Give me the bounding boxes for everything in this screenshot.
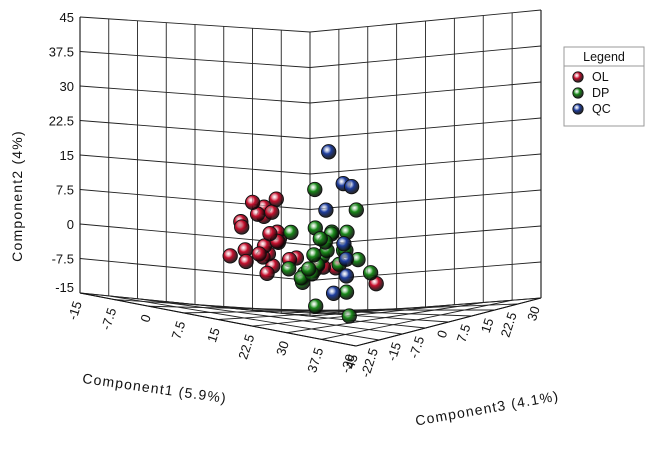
tick-label-component1: 37.5 xyxy=(304,346,326,375)
legend-label-dp: DP xyxy=(592,86,609,100)
data-point-ol xyxy=(252,247,266,261)
legend-label-ol: OL xyxy=(592,70,609,84)
data-point-dp xyxy=(308,182,322,196)
data-point-qc xyxy=(326,286,340,300)
data-point-qc xyxy=(322,145,336,159)
data-point-ol xyxy=(223,249,237,263)
tick-label-component1: -15 xyxy=(65,299,85,322)
data-point-qc xyxy=(339,252,353,266)
axis-title-component3: Component3 (4.1%) xyxy=(414,388,560,429)
tick-label-component3: 15 xyxy=(478,316,497,334)
tick-label-component3: -7.5 xyxy=(406,334,427,360)
tick-label-component2: 7.5 xyxy=(56,183,74,198)
tick-label-component1: -7.5 xyxy=(98,306,119,332)
tick-label-component1: 7.5 xyxy=(169,319,189,341)
tick-label-component1: 30 xyxy=(273,339,292,357)
data-point-dp xyxy=(339,285,353,299)
legend-entries: OL DP QC xyxy=(573,70,611,116)
data-point-qc xyxy=(337,237,351,251)
legend-marker-ol xyxy=(573,72,583,82)
data-point-ol xyxy=(263,226,277,240)
data-point-dp xyxy=(282,262,296,276)
data-point-dp xyxy=(342,309,356,323)
data-point-dp xyxy=(313,232,327,246)
legend-title: Legend xyxy=(583,50,625,64)
data-point-ol xyxy=(265,205,279,219)
data-point-dp xyxy=(349,203,363,217)
data-points xyxy=(223,145,383,324)
data-point-ol xyxy=(260,266,274,280)
tick-label-component2: 30 xyxy=(60,79,74,94)
tick-label-component3: 7.5 xyxy=(454,322,474,344)
tick-label-component2: 15 xyxy=(60,148,74,163)
data-point-qc xyxy=(319,203,333,217)
legend-marker-qc xyxy=(573,104,583,114)
tick-label-component1: 22.5 xyxy=(235,332,257,361)
tick-label-component2: 37.5 xyxy=(49,45,74,60)
data-point-dp xyxy=(307,248,321,262)
tick-label-component2: 22.5 xyxy=(49,114,74,129)
axis-title-component1: Component1 (5.9%) xyxy=(81,370,228,406)
data-point-dp xyxy=(363,266,377,280)
axis-titles: Component2 (4%) Component1 (5.9%) Compon… xyxy=(9,130,560,428)
data-point-ol xyxy=(245,195,259,209)
grid-walls xyxy=(80,10,541,346)
axis-title-component2: Component2 (4%) xyxy=(9,130,25,262)
data-point-qc xyxy=(344,179,358,193)
tick-label-component3: 22.5 xyxy=(498,310,520,339)
tick-label-component2: 45 xyxy=(60,10,74,25)
legend-label-qc: QC xyxy=(592,102,611,116)
tick-label-component3: 0 xyxy=(434,328,451,340)
tick-label-component1: 0 xyxy=(137,313,154,325)
data-point-dp xyxy=(284,225,298,239)
data-point-qc xyxy=(339,269,353,283)
tick-label-component3: 30 xyxy=(524,304,543,322)
tick-label-component2: 0 xyxy=(67,217,74,232)
tick-label-component1: 15 xyxy=(204,326,223,344)
data-point-ol xyxy=(235,220,249,234)
tick-label-component2: -7.5 xyxy=(52,252,74,267)
data-point-ol xyxy=(269,192,283,206)
tick-label-component3: -15 xyxy=(384,340,404,363)
legend-marker-dp xyxy=(573,88,583,98)
legend: Legend OL DP QC xyxy=(564,47,644,126)
data-point-ol xyxy=(239,254,253,268)
tick-label-component2: -15 xyxy=(55,280,74,295)
data-point-dp xyxy=(302,262,316,276)
data-point-dp xyxy=(309,299,323,313)
tick-label-component3: -22.5 xyxy=(358,346,381,379)
